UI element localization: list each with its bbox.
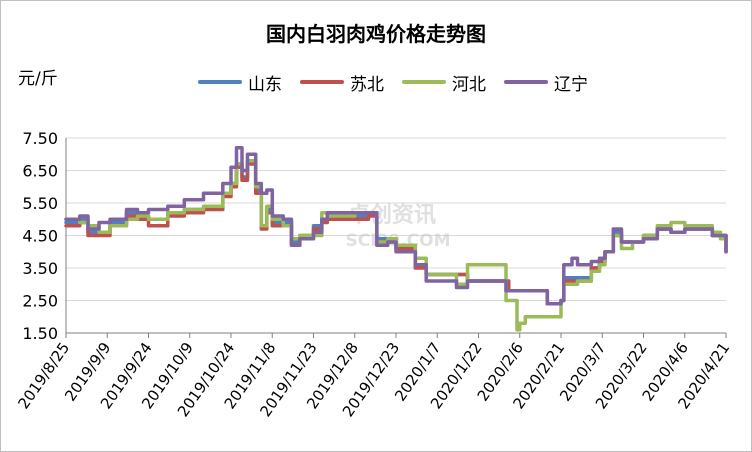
- legend-swatch: [402, 80, 446, 84]
- legend-label: 苏北: [350, 74, 384, 95]
- y-tick-label: 4.50: [22, 227, 58, 246]
- legend-swatch: [198, 80, 242, 84]
- legend: 山东 苏北 河北 辽宁: [198, 70, 606, 95]
- y-tick-label: 2.50: [22, 292, 58, 311]
- legend-label: 河北: [452, 74, 486, 95]
- y-tick-label: 5.50: [22, 194, 58, 213]
- y-tick-label: 6.50: [22, 162, 58, 181]
- legend-swatch: [300, 80, 344, 84]
- y-axis-unit: 元/斤: [18, 69, 58, 89]
- legend-item: 苏北: [300, 70, 384, 95]
- legend-item: 辽宁: [504, 70, 588, 95]
- legend-item: 山东: [198, 70, 282, 95]
- legend-label: 山东: [248, 74, 282, 95]
- legend-label: 辽宁: [554, 74, 588, 95]
- y-tick-label: 3.50: [22, 259, 58, 278]
- series-line-辽宁: [64, 146, 728, 306]
- y-tick-label: 7.50: [22, 129, 58, 148]
- chart-title: 国内白羽肉鸡价格走势图: [266, 22, 486, 46]
- watermark-en: SCI99.COM: [345, 231, 450, 251]
- y-tick-label: 1.50: [22, 324, 58, 343]
- legend-swatch: [504, 80, 548, 84]
- legend-item: 河北: [402, 70, 486, 95]
- x-tick-label: 2019/8/25: [14, 339, 73, 412]
